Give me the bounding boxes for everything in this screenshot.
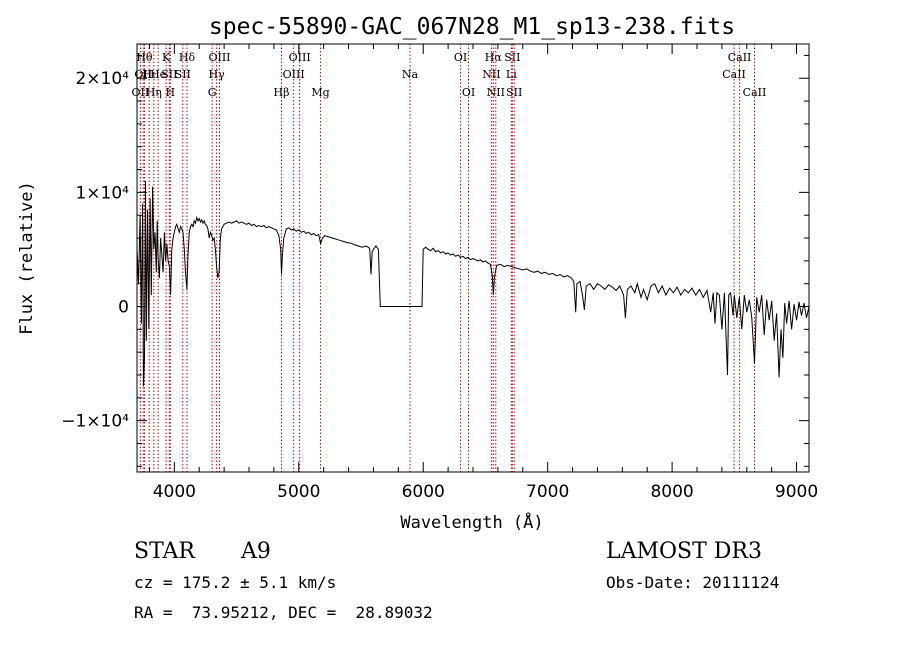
marker-label-25: SII bbox=[504, 51, 520, 64]
marker-label-24: Li bbox=[506, 68, 517, 81]
marker-label-29: CaII bbox=[743, 86, 767, 99]
marker-label-16: OIII bbox=[289, 51, 311, 64]
x-tick-label-4: 8000 bbox=[650, 482, 693, 502]
marker-label-21: NII bbox=[482, 68, 500, 81]
marker-label-27: CaII bbox=[722, 68, 746, 81]
marker-label-2: Hθ bbox=[136, 51, 153, 64]
chart-title: spec-55890-GAC_067N28_M1_sp13-238.fits bbox=[209, 14, 735, 40]
x-tick-label-0: 4000 bbox=[153, 482, 196, 502]
marker-label-11: G bbox=[208, 86, 217, 99]
marker-label-6: K bbox=[162, 51, 171, 64]
x-tick-label-2: 6000 bbox=[402, 482, 445, 502]
x-tick-label-3: 7000 bbox=[526, 482, 569, 502]
y-tick-label-2: 0 bbox=[118, 298, 129, 318]
spectrum-line bbox=[136, 180, 810, 387]
marker-label-22: Hα bbox=[485, 51, 503, 64]
y-tick-label-0: 2×10⁴ bbox=[75, 69, 129, 89]
axes: 4000 5000 6000 7000 8000 9000 2×10⁴ 1×10⁴ 0 −1×10… bbox=[61, 44, 818, 502]
marker-label-28: CaII bbox=[728, 51, 752, 64]
y-tick-label-1: 1×10⁴ bbox=[75, 183, 129, 203]
line-markers: OIIOIIHθHιHηHeKHSIIHδSIIGHγOIIIHβOIIIOII… bbox=[132, 44, 767, 472]
marker-label-20: OI bbox=[462, 86, 475, 99]
object-class: STAR bbox=[134, 539, 195, 564]
marker-label-14: Hβ bbox=[274, 86, 290, 99]
survey-name: LAMOST DR3 bbox=[606, 539, 762, 564]
obs-date: Obs-Date: 20111124 bbox=[606, 573, 780, 592]
marker-label-8: SII bbox=[161, 68, 177, 81]
marker-label-12: Hγ bbox=[209, 68, 226, 81]
y-tick-label-3: −1×10⁴ bbox=[61, 412, 129, 432]
marker-label-4: Hη bbox=[146, 86, 162, 99]
x-axis-label: Wavelength (Å) bbox=[400, 511, 543, 533]
marker-label-18: Na bbox=[402, 68, 419, 81]
marker-label-9: Hδ bbox=[179, 51, 196, 64]
marker-label-7: H bbox=[166, 86, 176, 99]
marker-label-5: He bbox=[150, 68, 166, 81]
spectrum-series bbox=[136, 180, 810, 387]
marker-label-23: NII bbox=[487, 86, 505, 99]
marker-label-26: SII bbox=[506, 86, 522, 99]
marker-label-13: OIII bbox=[208, 51, 230, 64]
marker-label-0: OII bbox=[132, 86, 150, 99]
cz-value: cz = 175.2 ± 5.1 km/s bbox=[134, 573, 337, 592]
plot-frame bbox=[136, 43, 810, 473]
marker-label-17: Mg bbox=[311, 86, 329, 99]
marker-label-19: OI bbox=[454, 51, 467, 64]
marker-label-10: SII bbox=[175, 68, 191, 81]
x-tick-label-1: 5000 bbox=[277, 482, 320, 502]
ra-dec: RA = 73.95212, DEC = 28.89032 bbox=[134, 603, 433, 622]
object-subclass: A9 bbox=[241, 539, 271, 564]
y-axis-label: Flux (relative) bbox=[17, 181, 37, 335]
x-tick-label-5: 9000 bbox=[775, 482, 818, 502]
marker-label-15: OIII bbox=[283, 68, 305, 81]
